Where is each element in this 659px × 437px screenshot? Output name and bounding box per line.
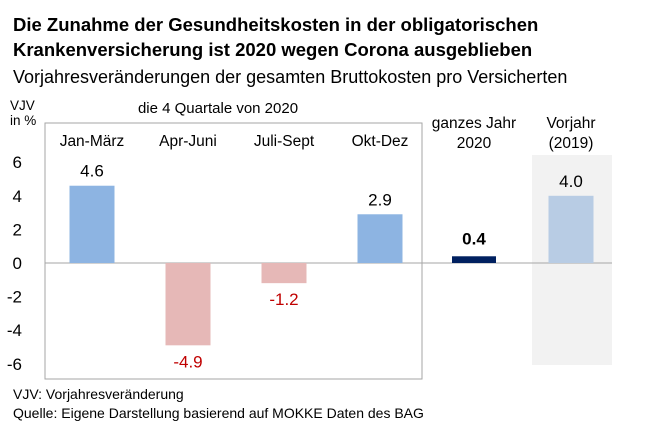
y-tick-label: 6 — [13, 153, 22, 172]
title-line-1: Die Zunahme der Gesundheitskosten in der… — [13, 14, 539, 35]
y-tick-label: 2 — [13, 220, 22, 239]
source-note: Quelle: Eigene Darstellung basierend auf… — [13, 405, 424, 421]
title-line-2: Krankenversicherung ist 2020 wegen Coron… — [13, 39, 533, 60]
bar — [261, 263, 307, 284]
data-label: 4.6 — [80, 162, 104, 181]
chart-title: Die Zunahme der Gesundheitskosten in der… — [13, 12, 653, 62]
category-label: 2020 — [457, 135, 492, 152]
quarters-frame — [44, 122, 423, 380]
bar — [69, 185, 115, 263]
data-label: -1.2 — [269, 290, 298, 309]
group-label: die 4 Quartale von 2020 — [138, 100, 298, 117]
y-tick-label: 0 — [13, 254, 22, 273]
category-label: (2019) — [549, 135, 594, 152]
category-label: Okt-Dez — [352, 133, 409, 150]
category-label: ganzes Jahr — [432, 115, 516, 132]
bar — [357, 214, 403, 263]
y-tick-label: -6 — [7, 355, 22, 374]
data-label: -4.9 — [173, 352, 202, 371]
footnote: VJV: Vorjahresveränderung — [13, 386, 184, 402]
data-label: 2.9 — [368, 190, 392, 209]
data-label: 0.4 — [462, 229, 486, 248]
y-axis-title: in % — [10, 113, 36, 128]
y-tick-label: -2 — [7, 288, 22, 307]
bar — [165, 263, 211, 346]
category-label: Apr-Juni — [159, 133, 217, 150]
category-label: Jan-März — [60, 133, 125, 150]
category-label: Vorjahr — [546, 115, 595, 132]
y-tick-label: -4 — [7, 321, 22, 340]
chart-subtitle: Vorjahresveränderungen der gesamten Brut… — [13, 67, 568, 87]
category-label: Juli-Sept — [254, 133, 315, 150]
bar — [548, 195, 594, 263]
y-axis-title: VJV — [10, 98, 35, 113]
data-label: 4.0 — [559, 172, 583, 191]
bar — [452, 256, 496, 263]
y-tick-label: 4 — [13, 187, 22, 206]
